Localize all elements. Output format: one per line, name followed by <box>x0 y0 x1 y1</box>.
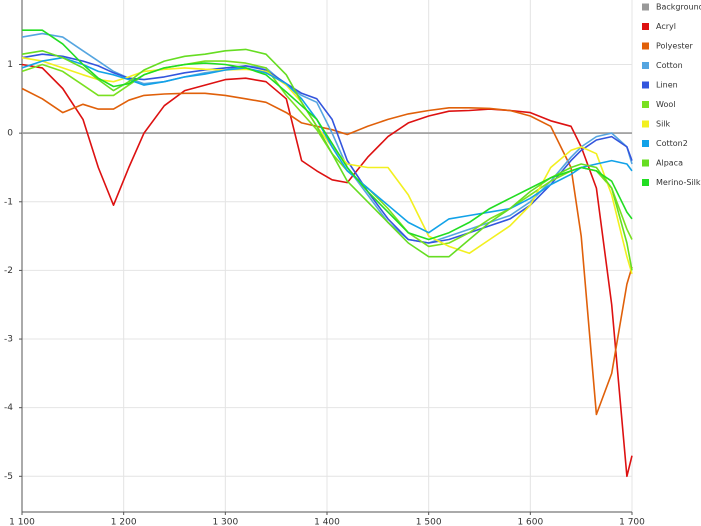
x-tick-label: 1 600 <box>517 518 543 526</box>
x-tick-label: 1 500 <box>416 518 442 526</box>
x-tick-label: 1 400 <box>314 518 340 526</box>
legend-swatch <box>642 23 649 30</box>
x-tick-label: 1 100 <box>9 518 35 526</box>
y-tick-label: -5 <box>4 472 13 482</box>
legend-swatch <box>642 62 649 69</box>
series-line <box>21 53 633 244</box>
legend-swatch <box>642 179 649 186</box>
legend-label: Polyester <box>656 42 694 51</box>
legend-label: Background <box>656 3 701 12</box>
legend-swatch <box>642 140 649 147</box>
legend-swatch <box>642 120 649 128</box>
legend-label: Wool <box>656 100 675 109</box>
legend-label: Alpaca <box>656 159 683 168</box>
legend-swatch <box>642 3 649 11</box>
series-line <box>21 56 633 234</box>
y-tick-label: 1 <box>7 60 13 70</box>
legend-label: Linen <box>656 81 678 90</box>
legend-label: Merino-Silk <box>656 178 701 187</box>
legend-label: Cotton2 <box>656 139 688 148</box>
x-tick-label: 1 700 <box>619 518 645 526</box>
series-line <box>21 87 633 416</box>
y-tick-label: -4 <box>4 403 13 413</box>
legend-swatch <box>642 42 649 50</box>
legend-label: Acryl <box>656 22 676 31</box>
series-line <box>21 63 633 478</box>
x-tick-label: 1 300 <box>212 518 238 526</box>
x-tick-label: 1 200 <box>111 518 137 526</box>
legend-swatch <box>642 159 649 167</box>
y-tick-label: -2 <box>4 266 13 276</box>
y-tick-label: -3 <box>4 335 13 345</box>
legend-swatch <box>642 81 649 89</box>
y-tick-label: -1 <box>4 197 13 207</box>
legend-label: Silk <box>656 120 671 129</box>
series-line <box>22 29 633 241</box>
legend-label: Cotton <box>656 61 683 70</box>
legend-swatch <box>642 101 649 108</box>
y-tick-label: 0 <box>7 129 13 139</box>
